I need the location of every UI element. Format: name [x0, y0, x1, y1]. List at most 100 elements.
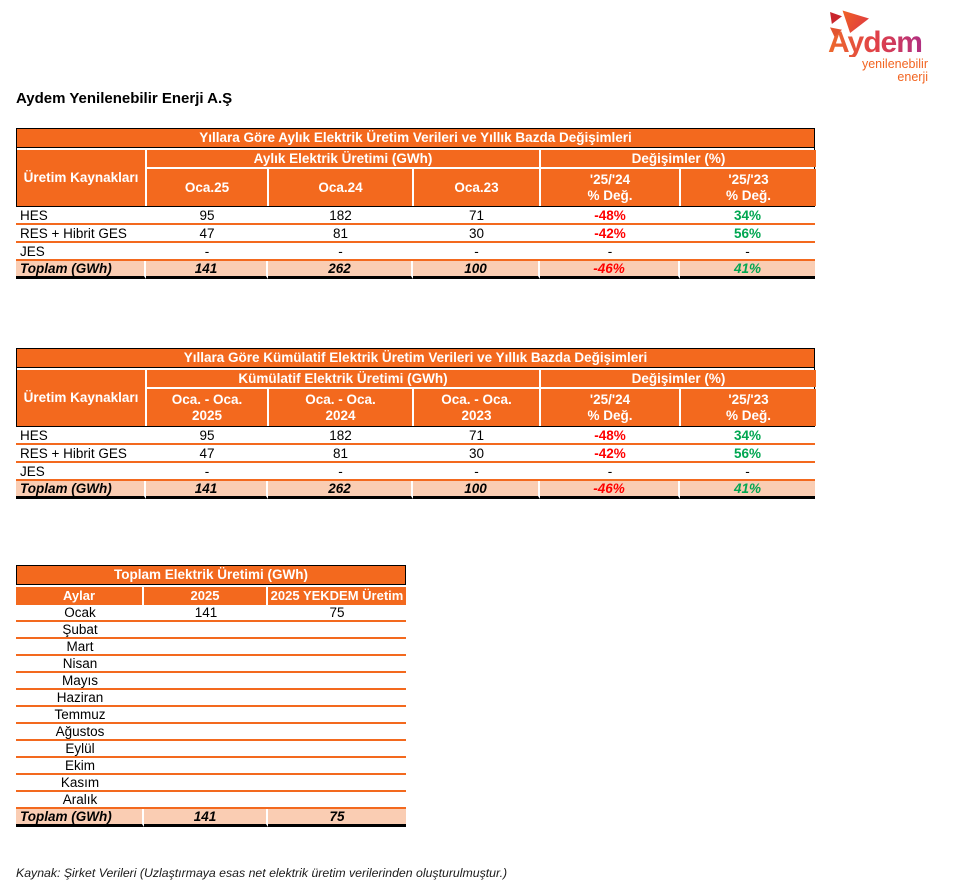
cell-value: 262: [268, 481, 413, 499]
cell-value: 141: [146, 481, 268, 499]
cell-month: Temmuz: [16, 707, 144, 724]
column-header-2025: 2025: [144, 587, 266, 605]
table-row: HES 95 182 71 -48% 34%: [16, 207, 815, 225]
cell-value: [144, 741, 268, 758]
cell-value: [268, 639, 406, 656]
month-row: Nisan: [16, 656, 406, 673]
header-line: 2023: [461, 407, 492, 423]
cell-value: [144, 707, 268, 724]
cell-change: -: [680, 243, 815, 261]
cell-month: Mart: [16, 639, 144, 656]
month-row: Eylül: [16, 741, 406, 758]
cell-source: HES: [16, 207, 146, 225]
cumulative-table-header: Üretim Kaynakları Kümülatif Elektrik Üre…: [16, 368, 816, 427]
cell-month: Haziran: [16, 690, 144, 707]
cell-value: 30: [413, 225, 540, 243]
header-line: Oca. - Oca.: [305, 391, 376, 407]
month-row: Aralık: [16, 792, 406, 809]
total-row: Toplam (GWh) 141 75: [16, 809, 406, 827]
cell-month: Ekim: [16, 758, 144, 775]
cell-value: [268, 775, 406, 792]
month-row: Ekim: [16, 758, 406, 775]
header-line: % Değ.: [587, 187, 633, 203]
cell-source: HES: [16, 427, 146, 445]
cell-value: 81: [268, 225, 413, 243]
monthly-table-title: Yıllara Göre Aylık Elektrik Üretim Veril…: [16, 128, 815, 148]
logo-triangle-icon: [830, 12, 842, 24]
cell-value: [268, 673, 406, 690]
cell-change: -42%: [540, 225, 680, 243]
cell-value: [144, 622, 268, 639]
table-row: RES + Hibrit GES 47 81 30 -42% 56%: [16, 225, 815, 243]
cell-change: 41%: [680, 481, 815, 499]
cell-change: -42%: [540, 445, 680, 463]
header-line: Oca. - Oca.: [441, 391, 512, 407]
header-line: % Değ.: [725, 187, 771, 203]
header-line: '25/'24: [589, 391, 631, 407]
cell-month: Kasım: [16, 775, 144, 792]
cell-value: [268, 690, 406, 707]
cell-month: Ağustos: [16, 724, 144, 741]
cell-value: 141: [146, 261, 268, 279]
header-line: 2025: [191, 407, 223, 423]
cell-value: 100: [413, 481, 540, 499]
column-header-2025: Oca. - Oca. 2025: [147, 389, 267, 426]
cell-value: [268, 758, 406, 775]
column-header-change-2524: '25/'24 % Değ.: [541, 389, 679, 426]
cell-source: Toplam (GWh): [16, 481, 146, 499]
group-header-production: Aylık Elektrik Üretimi (GWh): [147, 150, 539, 167]
total-table-header: Aylar 2025 2025 YEKDEM Üretim: [16, 585, 406, 605]
cell-value: 75: [268, 605, 406, 622]
total-row: Toplam (GWh) 141 262 100 -46% 41%: [16, 261, 815, 279]
column-header-change-2524: '25/'24 % Değ.: [541, 169, 679, 206]
monthly-production-table: Yıllara Göre Aylık Elektrik Üretim Veril…: [16, 128, 816, 279]
table-row: JES - - - - -: [16, 463, 815, 481]
column-header-sources: Üretim Kaynakları: [17, 150, 145, 206]
aydem-logo: Aydem yenilenebilir enerji: [828, 8, 930, 84]
header-line: Oca. - Oca.: [171, 391, 243, 407]
header-line: % Değ.: [725, 407, 771, 423]
cell-change: -48%: [540, 207, 680, 225]
cell-change: 56%: [680, 225, 815, 243]
cell-value: -: [413, 463, 540, 481]
cell-change: 34%: [680, 207, 815, 225]
total-table-title: Toplam Elektrik Üretimi (GWh): [16, 565, 406, 585]
total-row: Toplam (GWh) 141 262 100 -46% 41%: [16, 481, 815, 499]
monthly-table-header: Üretim Kaynakları Aylık Elektrik Üretimi…: [16, 148, 816, 207]
cell-value: 182: [268, 427, 413, 445]
column-header-oca25: Oca.25: [147, 169, 267, 206]
header-line: '25/'24: [589, 171, 631, 187]
cell-source: RES + Hibrit GES: [16, 225, 146, 243]
source-footnote: Kaynak: Şirket Verileri (Uzlaştırmaya es…: [16, 866, 508, 880]
header-line: 2024: [325, 407, 356, 423]
cumulative-table-body: HES 95 182 71 -48% 34% RES + Hibrit GES …: [16, 427, 815, 499]
cell-value: [144, 673, 268, 690]
logo-triangles-icon: [828, 8, 930, 37]
cumulative-table-title: Yıllara Göre Kümülatif Elektrik Üretim V…: [16, 348, 815, 368]
cell-value: 81: [268, 445, 413, 463]
cell-value: 47: [146, 445, 268, 463]
month-row: Kasım: [16, 775, 406, 792]
cell-value: 71: [413, 427, 540, 445]
cell-change: -: [680, 463, 815, 481]
group-header-changes: Değişimler (%): [541, 370, 816, 387]
cell-month: Ocak: [16, 605, 144, 622]
table-row: RES + Hibrit GES 47 81 30 -42% 56%: [16, 445, 815, 463]
header-line: '25/'23: [728, 391, 769, 407]
logo-triangle-icon: [830, 27, 842, 37]
cell-value: [144, 724, 268, 741]
logo-brand: Aydem: [828, 28, 930, 58]
month-row: Mart: [16, 639, 406, 656]
total-table-body: Ocak 141 75 Şubat Mart Nisan Mayıs Hazir…: [16, 605, 406, 827]
table-row: HES 95 182 71 -48% 34%: [16, 427, 815, 445]
cell-value: [268, 656, 406, 673]
group-header-changes: Değişimler (%): [541, 150, 816, 167]
cell-value: 30: [413, 445, 540, 463]
header-line: '25/'23: [728, 171, 769, 187]
cell-month: Şubat: [16, 622, 144, 639]
cell-change: -: [540, 463, 680, 481]
cell-change: 34%: [680, 427, 815, 445]
cell-source: Toplam (GWh): [16, 261, 146, 279]
header-line: % Değ.: [587, 407, 633, 423]
cell-value: 47: [146, 225, 268, 243]
